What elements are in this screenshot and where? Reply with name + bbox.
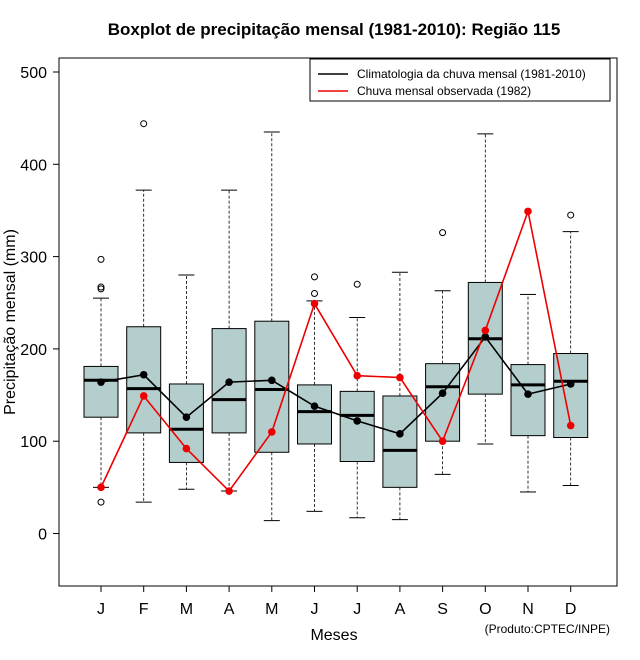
observed-point (524, 207, 532, 216)
legend-label-climatology: Climatologia da chuva mensal (1981-2010) (357, 67, 586, 81)
box (297, 384, 332, 445)
box (382, 395, 418, 488)
observed-point (481, 326, 490, 335)
y-tick-label: 100 (20, 434, 47, 451)
credit-text: (Produto:CPTEC/INPE) (485, 622, 610, 636)
x-tick-label: J (311, 601, 319, 618)
outlier-point (97, 255, 105, 263)
outlier-point (439, 229, 447, 237)
box (510, 364, 546, 437)
observed-point (139, 392, 148, 400)
observed-point (438, 437, 447, 446)
x-tick-label: M (265, 601, 278, 618)
x-tick-label: J (97, 601, 105, 618)
outlier-point (140, 120, 148, 128)
box (425, 363, 461, 442)
outlier-point (97, 283, 105, 291)
climatology-line (100, 335, 571, 435)
observed-point (182, 444, 191, 453)
climatology-point (353, 417, 362, 425)
box (339, 390, 375, 463)
x-tick-label: S (437, 601, 448, 618)
y-tick-label: 500 (20, 65, 47, 82)
climatology-point (268, 376, 276, 385)
x-tick-label: M (180, 601, 193, 618)
climatology-point (524, 390, 532, 398)
x-tick-label: A (224, 601, 235, 618)
climatology-point (566, 380, 575, 388)
y-axis: 0 100 200 300 400 500 (20, 65, 59, 544)
x-axis-label: Meses (310, 627, 357, 644)
series-layer (97, 207, 575, 495)
legend-label-observed: Chuva mensal observada (1982) (357, 84, 531, 98)
x-tick-label: O (479, 601, 491, 618)
observed-point (396, 373, 404, 382)
y-tick-label: 200 (20, 342, 47, 359)
outlier-point (311, 290, 318, 298)
legend: Climatologia da chuva mensal (1981-2010)… (309, 58, 611, 102)
climatology-point (438, 389, 447, 398)
observed-point (97, 483, 105, 492)
observed-point (566, 421, 575, 430)
boxes-layer (83, 120, 589, 522)
chart-title: Boxplot de precipitação mensal (1981-201… (108, 20, 561, 39)
outlier-point (97, 498, 105, 506)
outlier-point (311, 273, 318, 281)
observed-point (310, 299, 319, 308)
y-tick-label: 0 (38, 527, 47, 544)
climatology-point (139, 370, 148, 379)
observed-line (100, 208, 572, 493)
x-tick-label: A (395, 601, 406, 618)
x-tick-label: D (565, 601, 577, 618)
outlier-point (97, 285, 105, 293)
climatology-point (225, 378, 233, 386)
legend-box (309, 58, 611, 102)
box (83, 365, 119, 418)
x-tick-label: J (353, 601, 361, 618)
x-tick-label: F (139, 601, 149, 618)
y-tick-label: 300 (20, 250, 47, 267)
y-tick-label: 400 (20, 157, 47, 174)
observed-point (268, 428, 276, 436)
climatology-point (481, 333, 490, 341)
outlier-point (567, 211, 575, 219)
climatology-point (310, 402, 319, 410)
y-axis-label: Precipitação mensal (mm) (2, 229, 19, 415)
outlier-point (353, 280, 361, 288)
x-tick-label: N (522, 601, 534, 618)
climatology-point (97, 378, 105, 386)
box (126, 326, 162, 434)
observed-point (225, 487, 233, 495)
climatology-point (182, 413, 191, 422)
climatology-point (396, 430, 404, 438)
observed-point (353, 371, 362, 380)
plot-frame (58, 57, 618, 587)
